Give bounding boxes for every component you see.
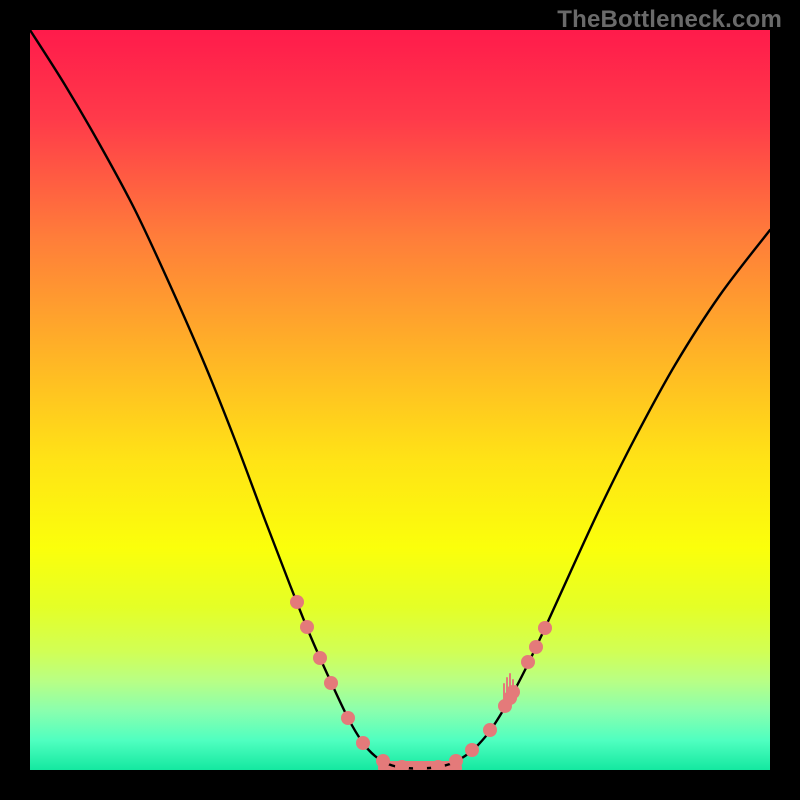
curve-marker: [324, 676, 338, 690]
curve-marker: [341, 711, 355, 725]
curve-marker: [376, 754, 390, 768]
curve-marker: [521, 655, 535, 669]
chart-frame: TheBottleneck.com: [0, 0, 800, 800]
chart-svg: [30, 30, 770, 770]
curve-marker: [483, 723, 497, 737]
watermark-text: TheBottleneck.com: [557, 6, 782, 34]
curve-marker: [313, 651, 327, 665]
curve-marker: [449, 754, 463, 768]
gradient-background: [30, 30, 770, 770]
curve-marker: [356, 736, 370, 750]
curve-marker: [529, 640, 543, 654]
curve-marker: [300, 620, 314, 634]
plot-area: [30, 30, 770, 770]
curve-marker: [506, 685, 520, 699]
curve-marker: [538, 621, 552, 635]
curve-marker: [465, 743, 479, 757]
curve-marker: [290, 595, 304, 609]
